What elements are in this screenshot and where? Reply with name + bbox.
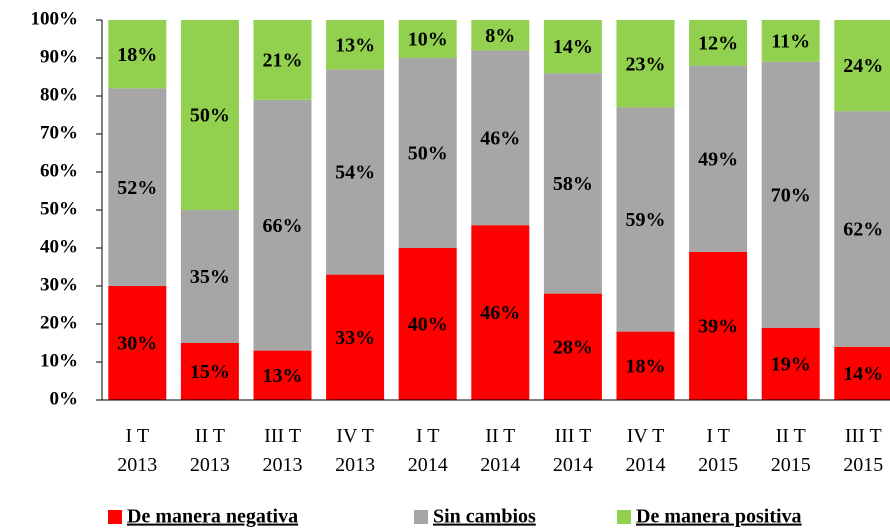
y-tick-label: 0%: [50, 388, 79, 409]
y-tick-label: 30%: [40, 274, 78, 295]
x-tick-label: II T 2014: [480, 425, 520, 476]
y-tick-label: 80%: [40, 84, 78, 105]
y-tick-label: 70%: [40, 122, 78, 143]
bar-segment: [108, 88, 167, 287]
value-label: 12%: [698, 32, 738, 54]
x-tick-label: II T 2013: [190, 425, 230, 476]
y-tick-label: 50%: [40, 198, 78, 219]
legend-swatch: [414, 510, 428, 524]
value-label: 28%: [553, 336, 593, 358]
y-tick-label: 10%: [40, 350, 78, 371]
value-label: 54%: [335, 162, 375, 184]
value-label: 13%: [335, 34, 375, 56]
bar-segment: [543, 293, 602, 400]
value-label: 58%: [553, 173, 593, 195]
value-label: 21%: [263, 49, 303, 71]
value-label: 23%: [626, 53, 666, 75]
value-label: 46%: [480, 127, 520, 149]
value-label: 40%: [408, 314, 448, 336]
bar-segment: [326, 69, 385, 275]
y-tick-label: 100%: [31, 8, 79, 29]
value-label: 59%: [626, 209, 666, 231]
bar-segment: [398, 58, 457, 248]
bar-segment: [253, 99, 312, 351]
value-label: 13%: [263, 365, 303, 387]
y-tick-label: 40%: [40, 236, 78, 257]
bar-segment: [616, 20, 675, 108]
value-label: 62%: [843, 219, 883, 241]
value-label: 14%: [843, 363, 883, 385]
bar-segment: [471, 50, 530, 226]
bar-segment: [326, 274, 385, 400]
value-label: 11%: [771, 30, 810, 52]
y-tick-label: 20%: [40, 312, 78, 333]
value-label: 70%: [771, 184, 811, 206]
x-tick-label: III T 2013: [263, 425, 303, 476]
x-tick-label: IV T 2013: [335, 425, 375, 476]
bar-segment: [471, 225, 530, 400]
value-label: 18%: [117, 44, 157, 66]
value-label: 52%: [117, 177, 157, 199]
legend-swatch: [617, 510, 631, 524]
x-tick-label: III T 2014: [553, 425, 593, 476]
x-tick-label: I T 2015: [698, 425, 738, 476]
value-label: 50%: [408, 143, 448, 165]
x-tick-label: IV T 2014: [626, 425, 666, 476]
bar-segment: [180, 210, 239, 343]
bar-segment: [398, 248, 457, 400]
value-label: 39%: [698, 315, 738, 337]
bar-segment: [253, 20, 312, 100]
bar-segment: [253, 350, 312, 400]
value-label: 19%: [771, 353, 811, 375]
x-tick-label: II T 2015: [771, 425, 811, 476]
value-label: 66%: [263, 215, 303, 237]
bar-segment: [834, 20, 890, 112]
x-tick-label: I T 2013: [117, 425, 157, 476]
bar-segment: [471, 20, 530, 51]
legend-label: De manera positiva: [636, 506, 802, 528]
bar-segment: [834, 346, 890, 400]
bar-segment: [834, 111, 890, 347]
bar-segment: [761, 61, 820, 328]
y-tick-label: 60%: [40, 160, 78, 181]
value-label: 35%: [190, 266, 230, 288]
value-label: 49%: [698, 148, 738, 170]
bar-segment: [326, 20, 385, 70]
x-tick-label: III T 2015: [843, 425, 883, 476]
legend-label: Sin cambios: [433, 506, 536, 528]
bar-segment: [180, 20, 239, 210]
bar-segment: [689, 65, 748, 252]
legend-swatch: [108, 510, 122, 524]
value-label: 30%: [117, 333, 157, 355]
legend-label: De manera negativa: [127, 506, 298, 528]
value-label: 8%: [485, 25, 515, 47]
value-label: 46%: [480, 302, 520, 324]
value-label: 15%: [190, 361, 230, 383]
x-tick-label: I T 2014: [408, 425, 448, 476]
bar-segment: [108, 20, 167, 89]
value-label: 50%: [190, 105, 230, 127]
value-label: 10%: [408, 29, 448, 51]
value-label: 24%: [843, 55, 883, 77]
bar-segment: [761, 327, 820, 400]
bar-segment: [689, 251, 748, 400]
y-tick-label: 90%: [40, 46, 78, 67]
bar-segment: [398, 20, 457, 58]
bar-segment: [180, 343, 239, 400]
bar-segment: [761, 20, 820, 62]
value-label: 14%: [553, 36, 593, 58]
value-label: 18%: [626, 355, 666, 377]
bar-segment: [543, 20, 602, 74]
bar-segment: [543, 73, 602, 294]
value-label: 33%: [335, 327, 375, 349]
bar-segment: [108, 286, 167, 400]
bar-segment: [616, 107, 675, 332]
bar-segment: [616, 331, 675, 400]
bar-segment: [689, 20, 748, 66]
